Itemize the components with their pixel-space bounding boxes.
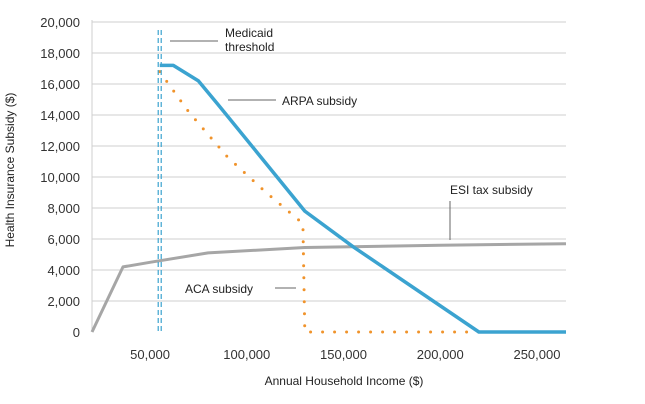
y-tick-label: 12,000 [40, 139, 80, 154]
series-line-esi [90, 242, 567, 333]
annotation-label-medicaid: threshold [225, 40, 274, 54]
y-tick-label: 18,000 [40, 46, 80, 61]
series-line-arpa [159, 63, 566, 334]
y-tick-label: 8,000 [47, 201, 80, 216]
y-tick-label: 20,000 [40, 15, 80, 30]
x-tick-label: 100,000 [223, 347, 270, 362]
y-tick-label: 4,000 [47, 263, 80, 278]
annotation-label-arpa: ARPA subsidy [282, 94, 357, 108]
x-tick-label: 50,000 [130, 347, 170, 362]
y-tick-label: 2,000 [47, 294, 80, 309]
x-tick-label: 200,000 [417, 347, 464, 362]
series-lines [90, 63, 568, 334]
x-tick-label: 250,000 [513, 347, 560, 362]
y-axis-title: Health Insurance Subsidy ($) [3, 93, 17, 248]
annotation-label-aca: ACA subsidy [185, 282, 253, 296]
y-tick-label: 0 [73, 325, 80, 340]
y-tick-label: 16,000 [40, 77, 80, 92]
x-axis-title: Annual Household Income ($) [265, 374, 424, 388]
y-tick-label: 10,000 [40, 170, 80, 185]
x-tick-label: 150,000 [320, 347, 367, 362]
y-tick-label: 14,000 [40, 108, 80, 123]
y-tick-label: 6,000 [47, 232, 80, 247]
grid [92, 21, 566, 302]
axes: 0 2,000 4,000 6,000 8,000 10,000 12,000 14,000 1… [40, 15, 560, 362]
annotation-label-medicaid: Medicaid [225, 26, 273, 40]
annotation-label-esi: ESI tax subsidy [450, 183, 533, 197]
